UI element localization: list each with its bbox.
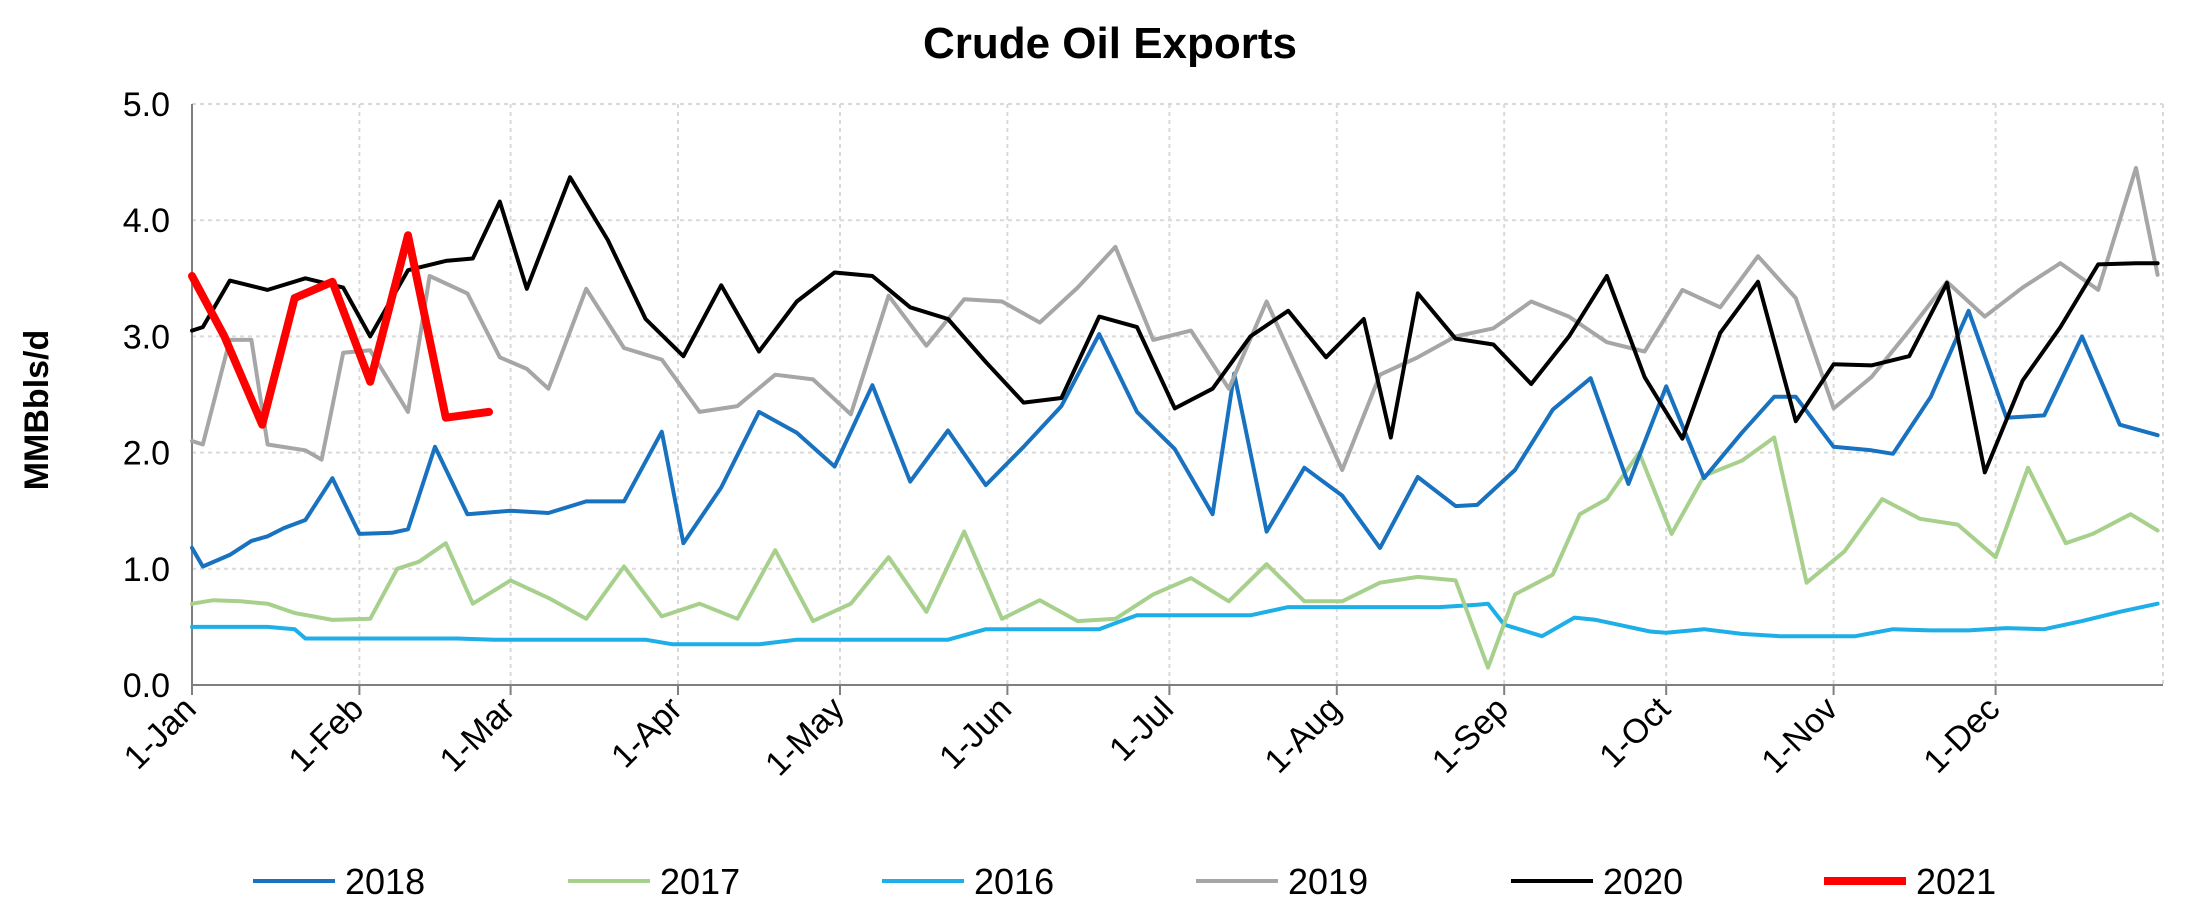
- x-tick-label: 1-Nov: [1754, 690, 1845, 781]
- legend: 2018 2017 2016 2019 2020 2021: [253, 861, 1996, 900]
- legend-label-2018: 2018: [345, 861, 425, 900]
- x-tick-label: 1-Sep: [1425, 690, 1516, 781]
- series-line-2020: [190, 175, 2160, 475]
- legend-label-2020: 2020: [1603, 861, 1683, 900]
- series-line-2016: [190, 601, 2160, 647]
- y-tick-label: 4.0: [123, 202, 170, 240]
- chart-title: Crude Oil Exports: [923, 19, 1297, 68]
- y-tick-label: 3.0: [123, 318, 170, 356]
- x-tick-label: 1-Jul: [1102, 690, 1181, 769]
- series-line-2018: [190, 308, 2160, 569]
- series-lines: [188, 165, 2160, 670]
- x-tick-label: 1-Oct: [1592, 689, 1678, 775]
- series-line-2021: [188, 231, 493, 429]
- x-tick-label: 1-May: [758, 690, 852, 784]
- series-line-2017: [190, 435, 2160, 670]
- x-tick-label: 1-Aug: [1257, 690, 1348, 781]
- y-tick-label: 0.0: [123, 667, 170, 705]
- gridlines: [192, 103, 2164, 685]
- x-tick-label: 1-Apr: [604, 690, 690, 776]
- legend-label-2021: 2021: [1916, 861, 1996, 900]
- x-tick-labels: 1-Jan 1-Feb 1-Mar 1-Apr 1-May 1-Jun 1-Jul 1-Aug…: [117, 689, 2008, 783]
- y-tick-labels: 0.0 1.0 2.0 3.0 4.0 5.0: [123, 86, 170, 705]
- legend-label-2017: 2017: [660, 861, 740, 900]
- x-tick-label: 1-Mar: [433, 690, 523, 780]
- x-tick-label: 1-Dec: [1916, 690, 2007, 781]
- x-tick-label: 1-Feb: [281, 690, 371, 780]
- axes: [191, 104, 2163, 695]
- y-tick-label: 5.0: [123, 86, 170, 124]
- y-tick-label: 2.0: [123, 435, 170, 473]
- legend-label-2019: 2019: [1288, 861, 1368, 900]
- x-tick-label: 1-Jun: [932, 690, 1019, 777]
- y-axis-label: MMBbls/d: [18, 330, 56, 491]
- y-tick-label: 1.0: [123, 551, 170, 589]
- legend-label-2016: 2016: [974, 861, 1054, 900]
- series-line-2019: [190, 165, 2160, 472]
